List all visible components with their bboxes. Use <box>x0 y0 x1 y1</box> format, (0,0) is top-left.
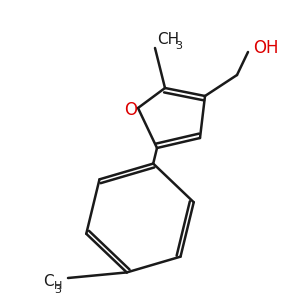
Text: 3: 3 <box>175 41 182 51</box>
Text: O: O <box>124 101 137 119</box>
Text: OH: OH <box>253 39 278 57</box>
Text: 3: 3 <box>55 285 62 295</box>
Text: H: H <box>54 281 62 291</box>
Text: CH: CH <box>157 32 179 47</box>
Text: C: C <box>43 274 53 289</box>
